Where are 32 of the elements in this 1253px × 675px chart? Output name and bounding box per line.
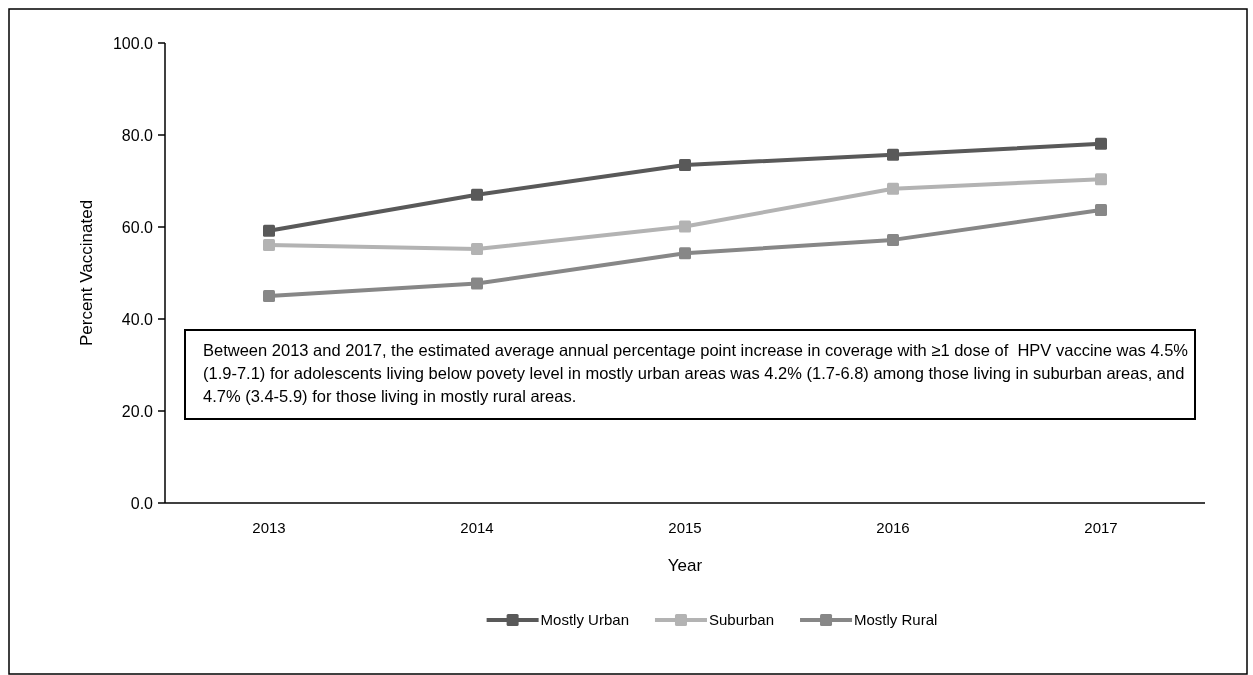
x-tick-label: 2016	[876, 519, 910, 536]
y-tick-label: 100.0	[112, 34, 154, 52]
x-tick-label: 2014	[460, 519, 494, 536]
point	[471, 277, 483, 290]
point	[679, 158, 691, 171]
x-axis-title: Year	[667, 556, 703, 575]
annotation: Between 2013 and 2017, the estimated average annual percentage point increase in coverage with ≥1 dose of HPV vaccine was 4.5% (1.9-7.1) for adolescents living below povety level in mostly urban areas was 4.2% (1.7-6.8) among those living in suburban areas, and 4.7% (3.4-5.9) for those living in mostly rural areas.	[203, 341, 1189, 405]
legend-label: Suburban	[708, 611, 775, 629]
x-tick-label: 2013	[252, 519, 286, 536]
y-tick-label: 40.0	[121, 310, 154, 328]
point	[887, 148, 899, 161]
y-tick-label: 60.0	[121, 218, 154, 236]
point	[471, 188, 483, 201]
point	[1095, 173, 1107, 186]
x-tick-label: 2015	[668, 519, 702, 536]
legend-label: Mostly Rural	[854, 611, 938, 629]
legend-label: Mostly Urban	[540, 611, 629, 629]
point	[1095, 137, 1107, 150]
x-tick-label: 2017	[1084, 519, 1118, 536]
y-axis-title: Percent Vaccinated	[77, 199, 96, 347]
y-tick-label: 20.0	[121, 402, 154, 420]
point	[887, 182, 899, 195]
point	[679, 220, 691, 233]
point	[263, 238, 275, 251]
point	[471, 243, 483, 256]
point	[679, 247, 691, 260]
point	[1095, 203, 1107, 216]
point	[887, 233, 899, 246]
point	[263, 290, 275, 302]
point	[263, 224, 275, 237]
y-tick-label: 80.0	[121, 126, 154, 144]
y-tick-label: 0.0	[130, 494, 154, 512]
